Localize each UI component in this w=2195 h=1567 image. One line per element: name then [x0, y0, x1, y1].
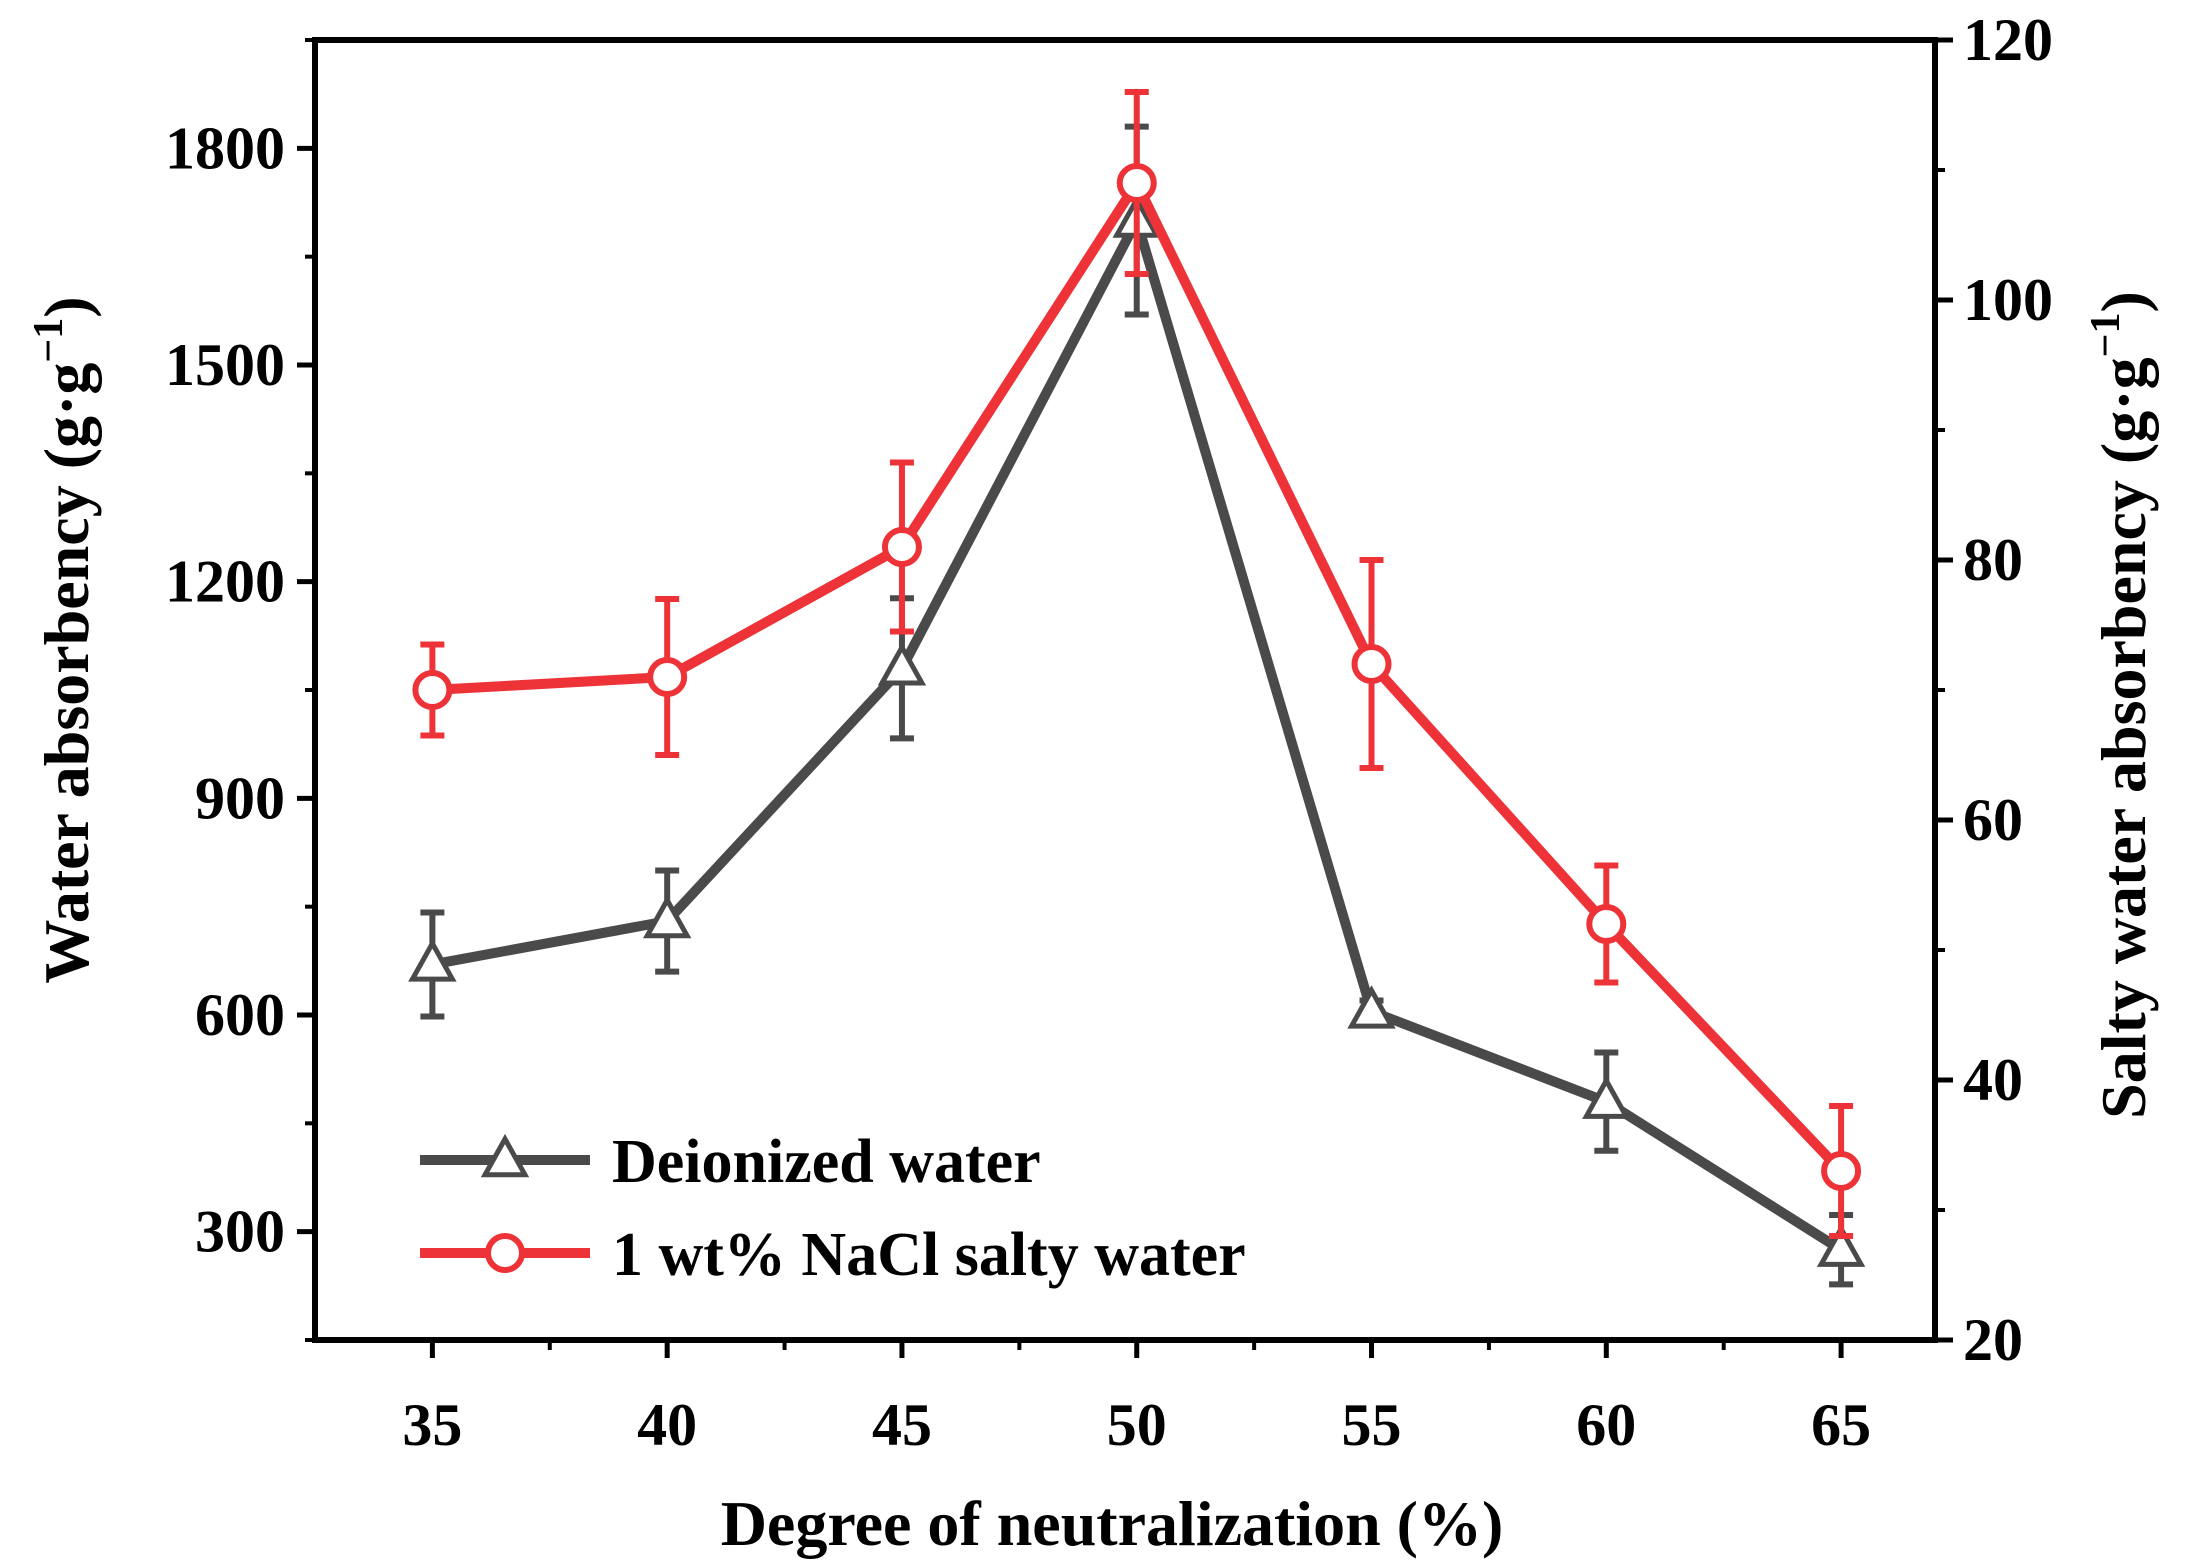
x-tick-label-35: 35 — [402, 1392, 462, 1458]
y-axis-left-title-sup: −1 — [26, 318, 72, 363]
data-point — [1582, 1075, 1631, 1119]
x-tick-label-65: 65 — [1811, 1392, 1871, 1458]
legend-marker-1 — [485, 1233, 525, 1273]
y-right-tick-label-60: 60 — [1963, 787, 2023, 853]
data-point — [877, 642, 927, 686]
y-left-tick-label-1800: 1800 — [165, 115, 285, 181]
data-point — [412, 670, 453, 710]
data-point — [1116, 163, 1157, 203]
plot-area — [408, 89, 1866, 1288]
x-tick-label-60: 60 — [1576, 1392, 1636, 1458]
y-axis-right-title-end: ) — [2088, 291, 2159, 312]
y-right-tick-label-40: 40 — [1963, 1047, 2023, 1113]
y-axis-left-title-main: Water absorbency (g·g — [31, 363, 102, 984]
series-line-1 — [432, 178, 1845, 1175]
data-point — [881, 527, 922, 567]
y-axis-right-title: Salty water absorbency (g·g−1) — [2083, 291, 2159, 1119]
y-left-tick-label-1200: 1200 — [165, 549, 285, 615]
legend: Deionized water 1 wt% NaCl salty water — [420, 1128, 1246, 1289]
data-point — [1347, 985, 1396, 1029]
x-tick-label-40: 40 — [637, 1392, 697, 1458]
data-point — [408, 938, 457, 982]
series-0 — [408, 123, 1866, 1288]
series-1 — [412, 89, 1862, 1239]
x-tick-label-55: 55 — [1342, 1392, 1402, 1458]
x-tick-label-45: 45 — [872, 1392, 932, 1458]
data-point — [642, 894, 692, 939]
data-point — [1351, 644, 1392, 684]
y-right-tick-label-100: 100 — [1963, 267, 2053, 333]
data-point — [647, 657, 688, 697]
y-right-tick-label-20: 20 — [1963, 1307, 2023, 1373]
y-right-tick-label-120: 120 — [1963, 7, 2053, 73]
series-line-0 — [431, 215, 1844, 1254]
y-axis-right-title-sup: −1 — [2083, 312, 2129, 357]
y-left-tick-label-1500: 1500 — [165, 332, 285, 398]
x-tick-label-50: 50 — [1107, 1392, 1167, 1458]
y-axis-left-title-end: ) — [31, 296, 102, 317]
y-axis-left-title: Water absorbency (g·g−1) — [26, 296, 102, 983]
y-axis-right-title-main: Salty water absorbency (g·g — [2088, 357, 2159, 1118]
data-point — [1816, 1223, 1866, 1267]
data-point — [1586, 904, 1627, 944]
legend-label-0: Deionized water — [612, 1128, 1041, 1196]
y-left-tick-label-600: 600 — [195, 982, 285, 1048]
y-left-tick-label-300: 300 — [195, 1199, 285, 1265]
x-axis-title: Degree of neutralization (%) — [721, 1488, 1504, 1559]
y-left-tick-label-900: 900 — [195, 765, 285, 831]
legend-marker-0 — [480, 1133, 530, 1178]
data-point — [1821, 1151, 1862, 1191]
axes: 35 40 45 50 55 60 65 300 600 900 1200 1500 1800 20 40 6… — [165, 7, 2053, 1458]
y-right-tick-label-80: 80 — [1963, 527, 2023, 593]
legend-label-1: 1 wt% NaCl salty water — [612, 1221, 1246, 1289]
